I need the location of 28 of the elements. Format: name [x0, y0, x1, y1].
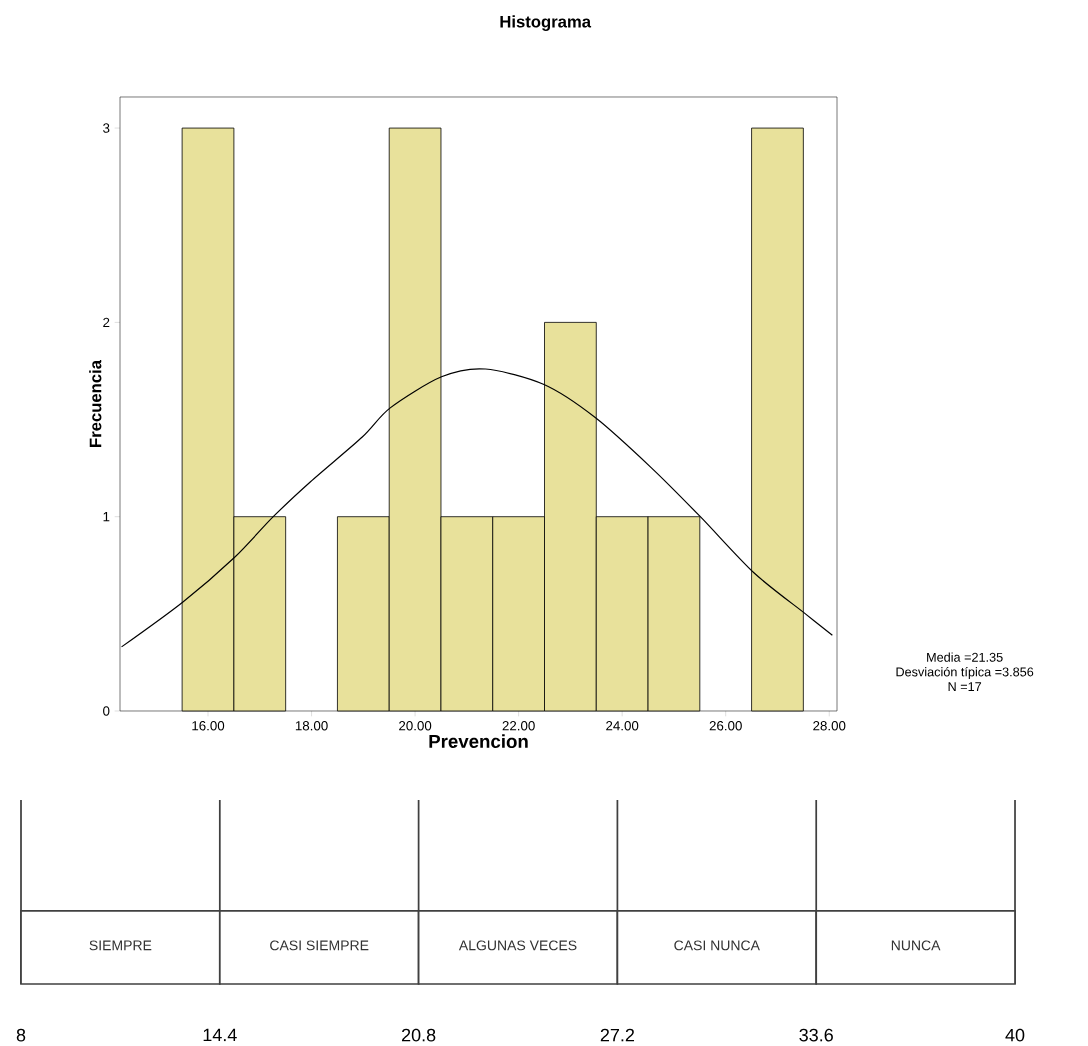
series-label: SIEMPRE [89, 940, 152, 951]
text: N =17 [948, 682, 982, 691]
x-tick-label: 28.00 [813, 721, 846, 731]
x-tick-label: 33.6 [799, 1028, 833, 1042]
chart-title: Histograma [500, 15, 592, 31]
x-tick-label: 20.00 [399, 721, 432, 731]
series-label: CASI NUNCA [674, 940, 760, 951]
x-tick-label: 18.00 [295, 721, 328, 731]
x-tick-label: 40 [1005, 1028, 1025, 1042]
text: Media =21.35 [927, 652, 1003, 662]
y-axis-title: Frecuencia [89, 359, 102, 447]
text: Desviación típica =3.856 [896, 666, 1034, 679]
x-tick-label: 24.00 [606, 721, 639, 731]
y-tick-label: 0 [103, 706, 110, 716]
y-tick-label: 3 [103, 123, 110, 133]
x-tick-label: 20.8 [401, 1028, 436, 1042]
series-label: ALGUNAS VECES [458, 940, 577, 951]
y-tick-label: 2 [103, 317, 110, 328]
series-label: CASI SIEMPRE [270, 940, 369, 951]
x-tick-label: 16.00 [192, 721, 225, 731]
y-tick-label: 1 [103, 512, 110, 522]
x-tick-label: 22.00 [502, 721, 535, 731]
x-tick-label: 26.00 [709, 721, 742, 731]
x-tick-label: 27.2 [600, 1028, 635, 1042]
x-tick-label: 8 [16, 1028, 26, 1042]
x-tick-label: 14.4 [203, 1028, 237, 1042]
x-axis-title: Prevencion [429, 734, 528, 749]
series-label: NUNCA [891, 940, 941, 951]
